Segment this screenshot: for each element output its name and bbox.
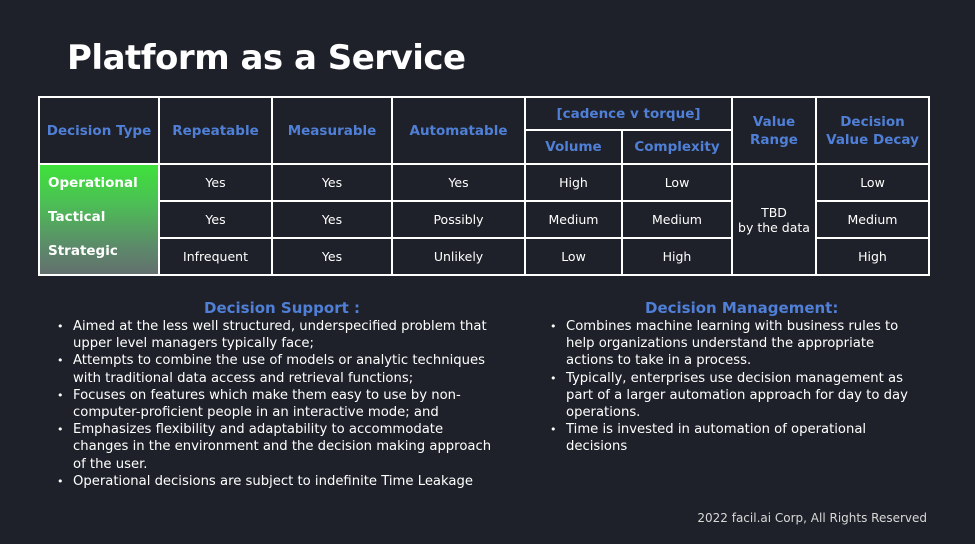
header-repeatable: Repeatable (158, 96, 273, 165)
cell-volume: Medium (524, 200, 623, 239)
cell-measurable: Yes (271, 237, 393, 276)
cell-decay: Medium (815, 200, 930, 239)
header-volume: Volume (524, 129, 623, 165)
list-item: Typically, enterprises use decision mana… (550, 370, 920, 422)
cell-repeatable: Yes (158, 163, 273, 202)
decision-support-list: Aimed at the less well structured, under… (57, 318, 502, 490)
cell-automatable: Yes (391, 163, 526, 202)
value-range-line2: by the data (738, 219, 810, 235)
list-item: Operational decisions are subject to ind… (57, 473, 502, 490)
cell-repeatable: Yes (158, 200, 273, 239)
table-row: Infrequent Yes Unlikely Low High High (39, 237, 930, 276)
decision-table: Decision Type Repeatable Measurable Auto… (38, 96, 930, 276)
copyright-footer: 2022 facil.ai Corp, All Rights Reserved (697, 511, 927, 525)
header-complexity: Complexity (621, 129, 733, 165)
type-operational: Operational (48, 175, 138, 191)
header-value-range: Value Range (731, 96, 817, 165)
type-tactical: Tactical (48, 209, 106, 225)
list-item: Focuses on features which make them easy… (57, 387, 502, 421)
cell-value-range: TBD by the data (731, 163, 817, 276)
cell-repeatable: Infrequent (158, 237, 273, 276)
cell-decay: High (815, 237, 930, 276)
cell-decay: Low (815, 163, 930, 202)
list-item: Combines machine learning with business … (550, 318, 920, 370)
cell-complexity: High (621, 237, 733, 276)
cell-volume: Low (524, 237, 623, 276)
cell-measurable: Yes (271, 200, 393, 239)
header-automatable: Automatable (391, 96, 526, 165)
header-decay: Decision Value Decay (815, 96, 930, 165)
list-item: Attempts to combine the use of models or… (57, 352, 502, 386)
list-item: Emphasizes flexibility and adaptability … (57, 421, 502, 473)
decision-management-list: Combines machine learning with business … (550, 318, 920, 456)
decision-support-title: Decision Support : (204, 299, 360, 317)
cell-automatable: Possibly (391, 200, 526, 239)
slide-title: Platform as a Service (67, 38, 466, 78)
header-cadence-group: [cadence v torque] (524, 96, 733, 131)
cell-measurable: Yes (271, 163, 393, 202)
table-row: Yes Yes Possibly Medium Medium Medium (39, 200, 930, 239)
decision-management-title: Decision Management: (645, 299, 839, 317)
list-item: Aimed at the less well structured, under… (57, 318, 502, 352)
type-strategic: Strategic (48, 243, 118, 259)
value-range-line1: TBD (761, 204, 787, 220)
list-item: Time is invested in automation of operat… (550, 421, 920, 455)
cell-complexity: Medium (621, 200, 733, 239)
cell-automatable: Unlikely (391, 237, 526, 276)
header-measurable: Measurable (271, 96, 393, 165)
cell-volume: High (524, 163, 623, 202)
header-decision-type: Decision Type (38, 96, 160, 165)
cell-complexity: Low (621, 163, 733, 202)
table-row: Operational Tactical Strategic Yes Yes Y… (38, 163, 930, 276)
decision-type-cell: Operational Tactical Strategic (38, 163, 160, 276)
